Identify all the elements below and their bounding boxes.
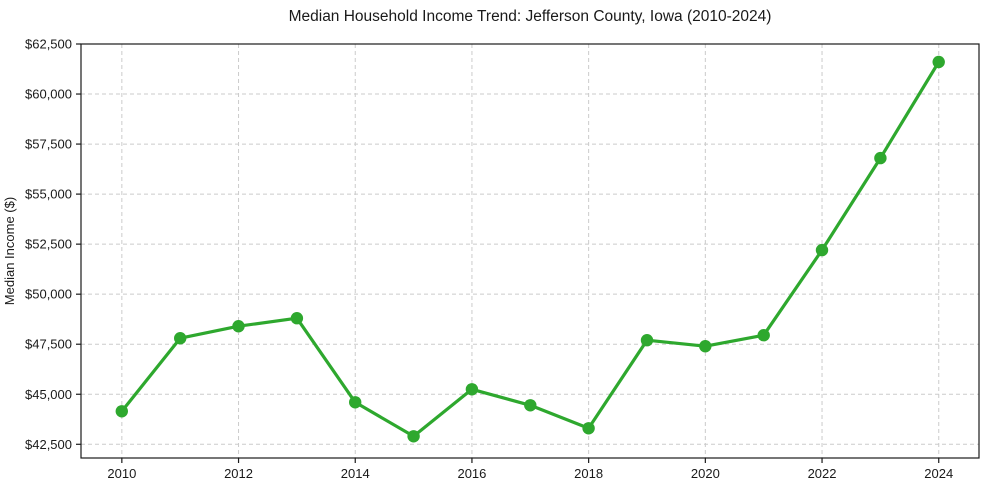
plot-frame bbox=[80, 43, 980, 459]
data-point-2022 bbox=[815, 243, 829, 257]
y-tick-label: $52,500 bbox=[25, 237, 72, 252]
gridlines bbox=[81, 43, 979, 458]
axis-ticks bbox=[76, 43, 940, 463]
data-point-2011 bbox=[174, 332, 187, 345]
y-tick-label: $45,000 bbox=[25, 387, 72, 402]
y-tick-label: $50,000 bbox=[25, 287, 72, 302]
x-tick-label: 2014 bbox=[341, 466, 370, 481]
x-tick-label: 2016 bbox=[457, 466, 486, 481]
data-point-2013 bbox=[290, 312, 304, 325]
data-point-2020 bbox=[699, 340, 712, 353]
data-point-2012 bbox=[232, 320, 245, 333]
x-tick-label: 2018 bbox=[574, 466, 603, 481]
data-point-2017 bbox=[524, 399, 537, 412]
x-tick-label: 2010 bbox=[107, 466, 136, 481]
y-tick-label: $55,000 bbox=[25, 187, 72, 202]
data-point-2010 bbox=[115, 405, 128, 418]
data-point-2016 bbox=[465, 383, 479, 396]
y-axis-label: Median Income ($) bbox=[2, 197, 17, 305]
x-tick-label: 2020 bbox=[691, 466, 720, 481]
data-point-2023 bbox=[874, 151, 887, 165]
x-tick-label: 2024 bbox=[924, 466, 953, 481]
data-point-2021 bbox=[757, 329, 770, 342]
x-tick-label: 2022 bbox=[808, 466, 837, 481]
y-tick-label: $57,500 bbox=[25, 137, 72, 152]
y-tick-label: $47,500 bbox=[25, 337, 72, 352]
data-point-2018 bbox=[582, 422, 595, 435]
data-point-2015 bbox=[407, 430, 420, 443]
y-tick-label: $60,000 bbox=[25, 87, 72, 102]
axis-labels: $42,500 $45,000 $47,500 $50,000 $52,500 $55,0… bbox=[25, 37, 953, 482]
y-tick-label: $62,500 bbox=[25, 37, 72, 52]
data-point-2014 bbox=[349, 396, 362, 409]
chart-title: Median Household Income Trend: Jefferson… bbox=[289, 8, 772, 25]
x-tick-label: 2012 bbox=[224, 466, 253, 481]
income-series bbox=[115, 55, 945, 443]
data-point-2024 bbox=[932, 55, 945, 69]
y-tick-label: $42,500 bbox=[25, 437, 72, 452]
data-point-2019 bbox=[640, 334, 654, 347]
